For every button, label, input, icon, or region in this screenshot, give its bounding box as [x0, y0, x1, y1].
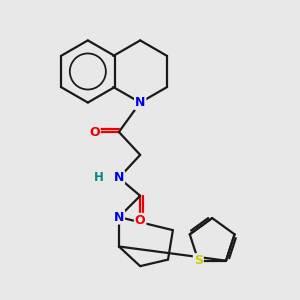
Text: O: O: [135, 214, 146, 227]
Text: N: N: [135, 96, 146, 109]
Text: S: S: [194, 254, 203, 267]
Text: N: N: [114, 211, 124, 224]
Text: O: O: [89, 125, 100, 139]
Text: H: H: [94, 171, 104, 184]
Text: N: N: [114, 171, 124, 184]
